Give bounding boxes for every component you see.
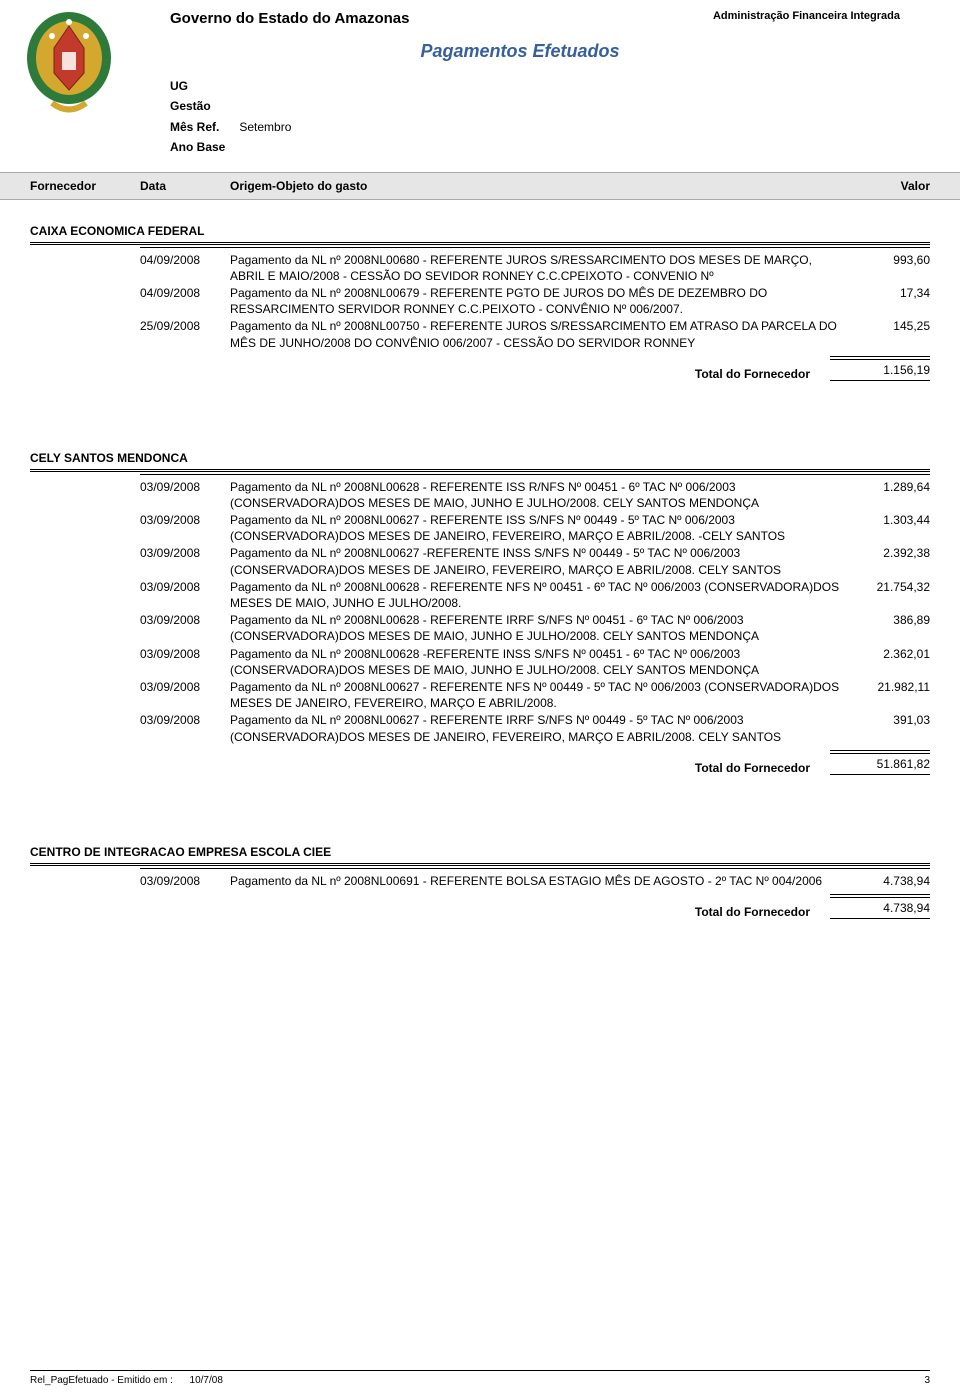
entries-list: 04/09/2008Pagamento da NL nº 2008NL00680…: [30, 252, 930, 351]
page-footer: Rel_PagEfetuado - Emitido em : 10/7/08 3: [30, 1370, 930, 1386]
page-number: 3: [924, 1375, 930, 1386]
admin-title: Administração Financeira Integrada: [713, 10, 900, 22]
divider: [140, 868, 930, 869]
col-origem: Origem-Objeto do gasto: [230, 179, 850, 193]
entry-text: Pagamento da NL nº 2008NL00628 -REFERENT…: [230, 646, 850, 678]
entries-list: 03/09/2008Pagamento da NL nº 2008NL00628…: [30, 479, 930, 745]
col-fornecedor: Fornecedor: [30, 179, 140, 193]
divider: [140, 247, 930, 248]
entry-date: 03/09/2008: [140, 479, 230, 511]
entry-valor: 2.362,01: [850, 646, 930, 678]
entry-date: 03/09/2008: [140, 512, 230, 544]
total-valor: 51.861,82: [830, 753, 930, 775]
total-row: Total do Fornecedor1.156,19: [30, 359, 930, 381]
gov-title: Governo do Estado do Amazonas: [170, 10, 409, 27]
entry-text: Pagamento da NL nº 2008NL00680 - REFEREN…: [230, 252, 850, 284]
columns-header: Fornecedor Data Origem-Objeto do gasto V…: [0, 172, 960, 200]
fornecedor-name: CENTRO DE INTEGRACAO EMPRESA ESCOLA CIEE: [30, 845, 930, 863]
total-label: Total do Fornecedor: [695, 367, 830, 381]
entry-valor: 391,03: [850, 712, 930, 744]
entry-valor: 1.289,64: [850, 479, 930, 511]
entries-list: 03/09/2008Pagamento da NL nº 2008NL00691…: [30, 873, 930, 889]
fornecedor-name: CELY SANTOS MENDONCA: [30, 451, 930, 469]
entry-row: 25/09/2008Pagamento da NL nº 2008NL00750…: [140, 318, 930, 350]
fornecedor-name: CAIXA ECONOMICA FEDERAL: [30, 224, 930, 242]
entry-text: Pagamento da NL nº 2008NL00627 - REFEREN…: [230, 679, 850, 711]
page-title: Pagamentos Efetuados: [100, 41, 940, 62]
entry-valor: 17,34: [850, 285, 930, 317]
entry-date: 03/09/2008: [140, 545, 230, 577]
total-label: Total do Fornecedor: [695, 905, 830, 919]
entry-date: 04/09/2008: [140, 252, 230, 284]
entry-valor: 993,60: [850, 252, 930, 284]
entry-valor: 145,25: [850, 318, 930, 350]
entry-row: 03/09/2008Pagamento da NL nº 2008NL00627…: [140, 512, 930, 544]
entry-row: 04/09/2008Pagamento da NL nº 2008NL00680…: [140, 252, 930, 284]
col-valor: Valor: [850, 179, 930, 193]
meta-block: UG Gestão Mês Ref. Setembro Ano Base: [20, 76, 940, 158]
entry-text: Pagamento da NL nº 2008NL00627 - REFEREN…: [230, 512, 850, 544]
entry-valor: 1.303,44: [850, 512, 930, 544]
gestao-label: Gestão: [170, 96, 940, 116]
total-label: Total do Fornecedor: [695, 761, 830, 775]
entry-text: Pagamento da NL nº 2008NL00627 - REFEREN…: [230, 712, 850, 744]
entry-valor: 4.738,94: [850, 873, 930, 889]
fornecedor-section: CENTRO DE INTEGRACAO EMPRESA ESCOLA CIEE…: [0, 845, 960, 919]
ug-label: UG: [170, 76, 940, 96]
entry-date: 03/09/2008: [140, 679, 230, 711]
entry-text: Pagamento da NL nº 2008NL00628 - REFEREN…: [230, 579, 850, 611]
footer-date: 10/7/08: [190, 1375, 223, 1386]
entry-row: 03/09/2008Pagamento da NL nº 2008NL00627…: [140, 545, 930, 577]
entry-valor: 2.392,38: [850, 545, 930, 577]
total-valor: 1.156,19: [830, 359, 930, 381]
entry-text: Pagamento da NL nº 2008NL00750 - REFEREN…: [230, 318, 850, 350]
mes-ref-label: Mês Ref.: [170, 117, 219, 137]
total-row: Total do Fornecedor4.738,94: [30, 897, 930, 919]
divider: [30, 242, 930, 245]
entry-row: 03/09/2008Pagamento da NL nº 2008NL00628…: [140, 612, 930, 644]
fornecedor-section: CAIXA ECONOMICA FEDERAL04/09/2008Pagamen…: [0, 224, 960, 381]
divider: [140, 474, 930, 475]
entry-row: 04/09/2008Pagamento da NL nº 2008NL00679…: [140, 285, 930, 317]
entry-row: 03/09/2008Pagamento da NL nº 2008NL00691…: [140, 873, 930, 889]
entry-text: Pagamento da NL nº 2008NL00679 - REFEREN…: [230, 285, 850, 317]
ano-base-label: Ano Base: [170, 137, 940, 157]
entry-date: 03/09/2008: [140, 712, 230, 744]
entry-text: Pagamento da NL nº 2008NL00691 - REFEREN…: [230, 873, 850, 889]
entry-valor: 386,89: [850, 612, 930, 644]
entry-valor: 21.754,32: [850, 579, 930, 611]
total-row: Total do Fornecedor51.861,82: [30, 753, 930, 775]
entry-row: 03/09/2008Pagamento da NL nº 2008NL00627…: [140, 712, 930, 744]
footer-label: Rel_PagEfetuado - Emitido em :: [30, 1375, 173, 1386]
entry-text: Pagamento da NL nº 2008NL00628 - REFEREN…: [230, 479, 850, 511]
entry-date: 03/09/2008: [140, 646, 230, 678]
entry-text: Pagamento da NL nº 2008NL00627 -REFERENT…: [230, 545, 850, 577]
total-valor: 4.738,94: [830, 897, 930, 919]
divider: [30, 863, 930, 866]
entry-valor: 21.982,11: [850, 679, 930, 711]
entry-date: 04/09/2008: [140, 285, 230, 317]
entry-date: 03/09/2008: [140, 873, 230, 889]
mes-ref-value: Setembro: [239, 117, 291, 137]
entry-row: 03/09/2008Pagamento da NL nº 2008NL00628…: [140, 579, 930, 611]
entry-row: 03/09/2008Pagamento da NL nº 2008NL00627…: [140, 679, 930, 711]
col-data: Data: [140, 179, 230, 193]
entry-text: Pagamento da NL nº 2008NL00628 - REFEREN…: [230, 612, 850, 644]
state-seal-icon: [24, 8, 114, 118]
entry-row: 03/09/2008Pagamento da NL nº 2008NL00628…: [140, 646, 930, 678]
entry-date: 03/09/2008: [140, 612, 230, 644]
entry-date: 25/09/2008: [140, 318, 230, 350]
divider: [30, 469, 930, 472]
entry-row: 03/09/2008Pagamento da NL nº 2008NL00628…: [140, 479, 930, 511]
page-header: Governo do Estado do Amazonas Administra…: [0, 0, 960, 158]
entry-date: 03/09/2008: [140, 579, 230, 611]
fornecedor-section: CELY SANTOS MENDONCA03/09/2008Pagamento …: [0, 451, 960, 775]
